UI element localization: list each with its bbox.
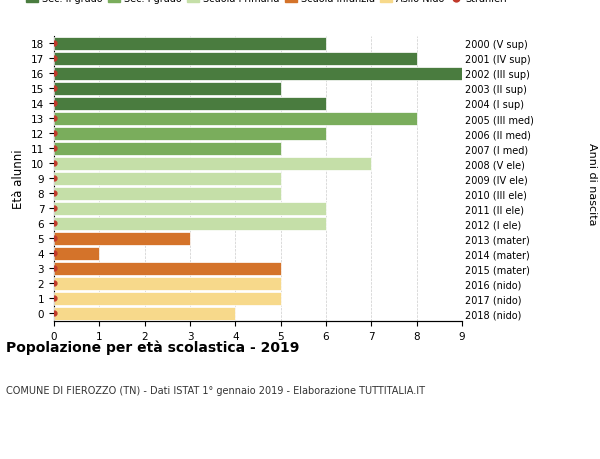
Bar — [54, 263, 281, 275]
Bar — [54, 38, 326, 50]
Bar — [54, 188, 281, 200]
Bar — [54, 157, 371, 170]
Bar — [54, 53, 416, 66]
Bar — [54, 202, 326, 215]
Bar — [54, 233, 190, 245]
Text: Anni di nascita: Anni di nascita — [587, 142, 597, 225]
Y-axis label: Età alunni: Età alunni — [13, 149, 25, 209]
Bar — [54, 83, 281, 95]
Text: COMUNE DI FIEROZZO (TN) - Dati ISTAT 1° gennaio 2019 - Elaborazione TUTTITALIA.I: COMUNE DI FIEROZZO (TN) - Dati ISTAT 1° … — [6, 386, 425, 396]
Bar — [54, 113, 416, 125]
Bar — [54, 308, 235, 320]
Bar — [54, 98, 326, 111]
Bar — [54, 143, 281, 156]
Text: Popolazione per età scolastica - 2019: Popolazione per età scolastica - 2019 — [6, 340, 299, 354]
Bar — [54, 128, 326, 140]
Bar — [54, 278, 281, 290]
Bar — [54, 247, 100, 260]
Bar — [54, 292, 281, 305]
Bar — [54, 218, 326, 230]
Bar — [54, 173, 281, 185]
Bar — [54, 68, 462, 80]
Legend: Sec. II grado, Sec. I grado, Scuola Primaria, Scuola Infanzia, Asilo Nido, Stran: Sec. II grado, Sec. I grado, Scuola Prim… — [22, 0, 511, 8]
